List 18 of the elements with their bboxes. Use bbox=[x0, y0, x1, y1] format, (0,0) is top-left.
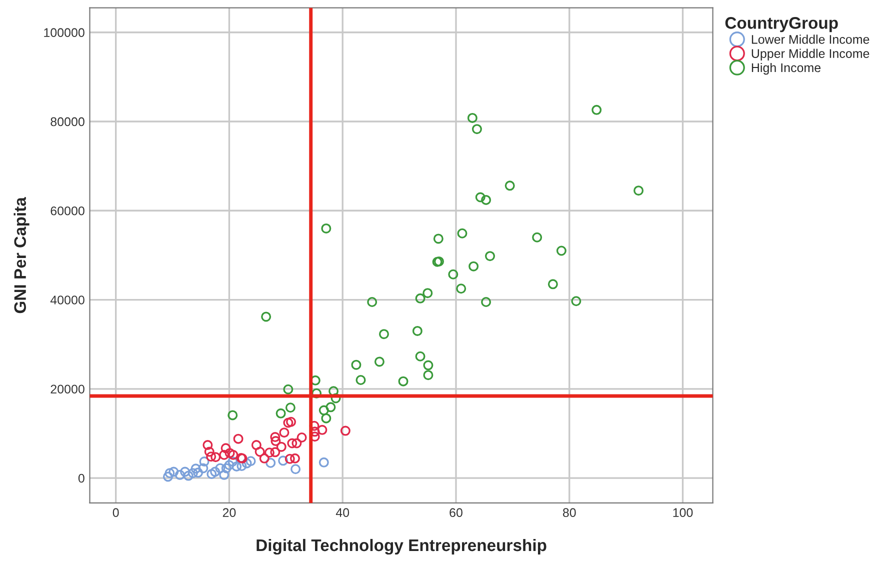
y-tick-label: 0 bbox=[78, 474, 84, 483]
x-tick-label: 100 bbox=[673, 508, 693, 518]
legend-label: Upper Middle Income bbox=[752, 48, 870, 60]
y-tick-label: 60000 bbox=[50, 206, 84, 216]
x-tick-label: 0 bbox=[112, 508, 119, 518]
y-tick-label: 40000 bbox=[50, 296, 84, 304]
y-tick-label: 20000 bbox=[50, 384, 84, 394]
legend-label: High Income bbox=[752, 62, 821, 75]
y-axis-title: GNI Per Capita bbox=[14, 196, 30, 314]
legend-label: Lower Middle Income bbox=[752, 34, 870, 44]
legend-title: CountryGroup bbox=[725, 17, 838, 32]
x-tick-label: 40 bbox=[336, 508, 350, 518]
x-tick-label: 80 bbox=[562, 508, 576, 518]
x-tick-label: 20 bbox=[222, 508, 236, 518]
y-tick-label: 80000 bbox=[50, 117, 84, 126]
x-axis-title: Digital Technology Entrepreneurship bbox=[256, 538, 546, 555]
x-tick-label: 60 bbox=[450, 508, 462, 518]
y-tick-label: 100000 bbox=[44, 28, 84, 38]
